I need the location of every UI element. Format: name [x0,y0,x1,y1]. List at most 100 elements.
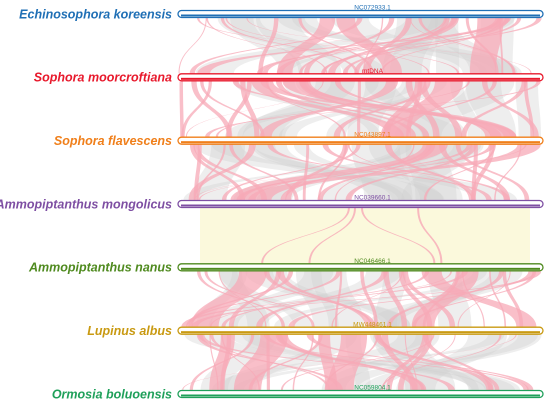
ribbon [196,144,226,200]
accession-label: NC059804.1 [354,385,391,392]
ribbon [295,81,463,137]
ribbon [178,18,207,74]
ribbon [205,81,541,137]
ribbon [183,144,413,200]
ribbon [280,144,433,200]
ribbon [200,81,265,137]
ribbon [363,18,412,74]
ribbon [233,334,505,390]
ribbon [229,334,521,390]
ribbon [302,144,310,200]
species-name: Ammopiptanthus mongolicus [0,197,172,211]
ribbon [418,18,516,74]
ribbon [423,144,496,200]
ribbon [342,18,510,74]
ribbon [376,334,500,390]
chromosome-fill [181,394,540,397]
ribbon [381,81,497,137]
ribbon [267,144,492,200]
ribbon [211,334,431,390]
ribbon [299,81,430,137]
ribbon [461,81,527,137]
ribbon [230,144,448,200]
species-name: Lupinus albus [87,324,172,338]
ribbon [188,144,256,200]
ribbon [318,144,348,200]
ribbon [304,18,395,74]
ribbon [489,271,507,327]
ribbon [195,18,445,74]
ribbon [354,18,450,74]
ribbon [357,81,361,137]
ribbon [276,18,458,74]
ribbon [219,271,270,327]
ribbon [225,18,430,74]
ribbons [178,18,542,390]
ribbon [334,144,415,200]
ribbon [189,18,363,74]
ribbon [465,81,517,137]
accession-label: MW448461.1 [353,321,392,328]
chromosome-fill [181,331,540,334]
ribbon [186,271,342,327]
ribbon [362,334,542,390]
ribbon [360,208,436,264]
ribbon [402,271,456,327]
ribbon [208,271,334,327]
ribbon [360,271,379,327]
ribbon [334,271,343,327]
accession-label: NC072933.1 [354,5,391,12]
ribbon [494,144,522,200]
ribbon [236,144,495,200]
ribbon [185,81,324,137]
ribbon [200,208,530,264]
ribbon [194,144,496,200]
ribbon [293,144,444,200]
ribbon [308,208,356,264]
ribbon [398,271,433,327]
ribbon [257,18,542,74]
chromosome-fill [181,141,540,144]
ribbon [502,271,524,327]
species-name: Sophora flavescens [54,134,172,148]
species-name: Echinosophora koreensis [19,7,172,21]
ribbon [292,334,314,390]
ribbon [321,18,522,74]
ribbon [181,271,468,327]
ribbon [197,18,511,74]
ribbon [412,271,537,327]
ribbon [181,81,212,137]
ribbon [374,334,494,390]
ribbon [258,18,279,74]
ribbon [242,334,487,390]
ribbon [422,334,494,390]
ribbon [262,18,501,74]
chromosome-fill [181,77,540,80]
ribbon [179,81,184,137]
accession-label: mtDNA [362,68,384,75]
ribbon [345,144,477,200]
ribbon [471,144,495,200]
ribbon [209,271,452,327]
ribbon [370,334,479,390]
ribbon [215,81,470,137]
tracks: Echinosophora koreensis NC072933.1 Sophora… [0,5,544,401]
ribbon [233,334,288,390]
chromosome-fill [181,14,540,17]
ribbon [322,144,511,200]
ribbon [228,271,281,327]
ribbon [455,144,530,200]
ribbon [306,334,534,390]
ribbon [261,208,350,264]
ribbon [282,81,517,137]
ribbon [209,334,219,390]
ribbon [237,81,379,137]
ribbon [322,18,501,74]
ribbon [191,271,267,327]
ribbon [383,271,408,327]
ribbon [221,334,260,390]
ribbon [259,81,398,137]
ribbon [256,144,482,200]
ribbon [401,144,473,200]
species-name: Ormosia boluoensis [52,387,172,401]
